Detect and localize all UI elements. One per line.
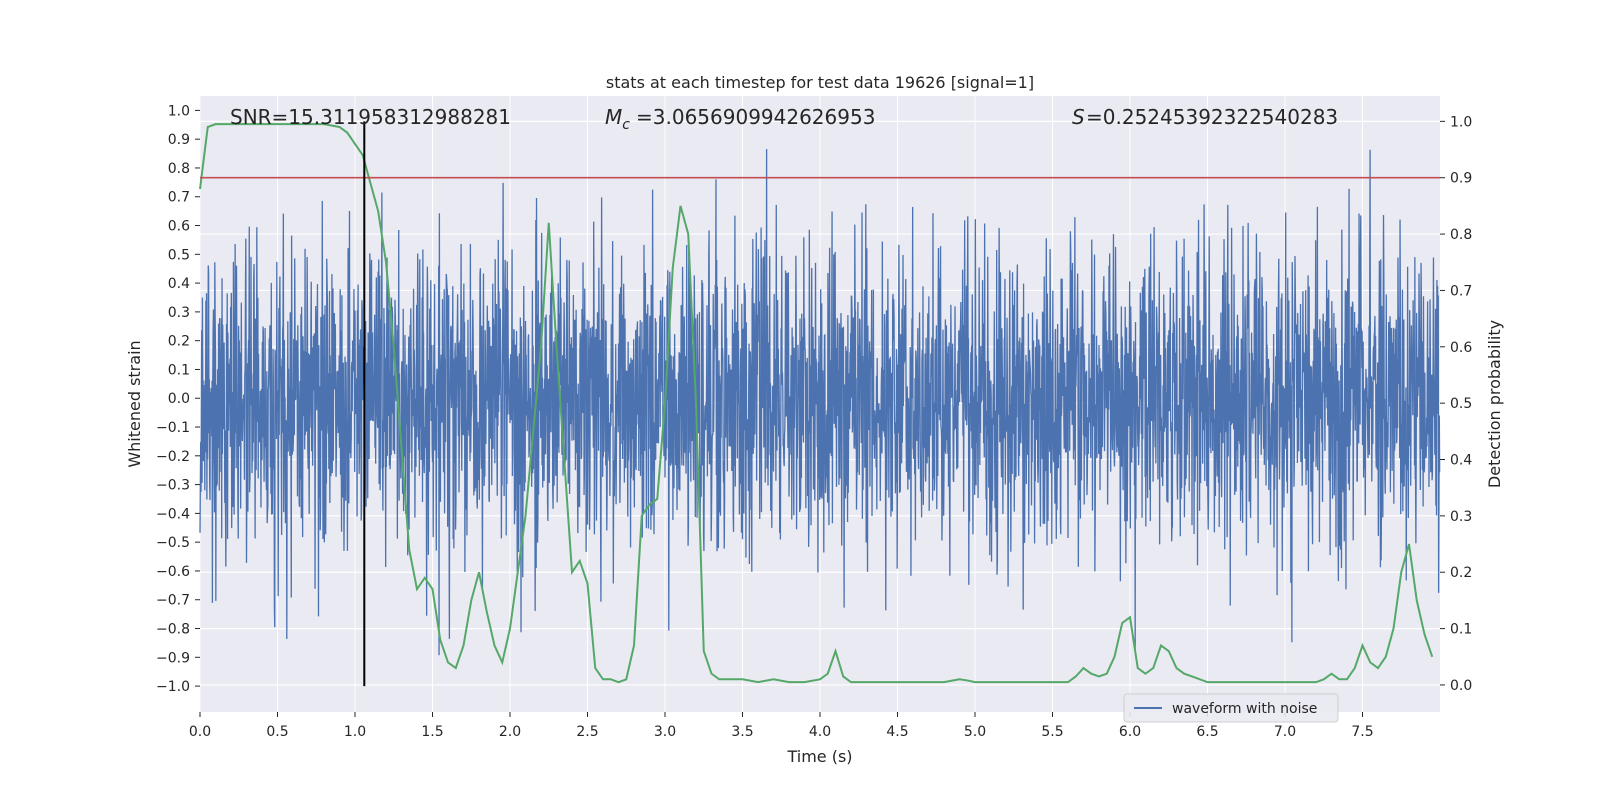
y-left-tick-label-2: 0.8: [168, 161, 190, 177]
x-tick-label-4: 2.0: [499, 724, 521, 740]
y-right-tick-label-0: 1.0: [1450, 114, 1472, 130]
s-symbol: S: [1072, 105, 1085, 129]
y-right-tick-label-5: 0.5: [1450, 396, 1472, 412]
x-tick-label-9: 4.5: [886, 724, 908, 740]
y-right-tick-label-4: 0.6: [1450, 340, 1472, 356]
y-right-tick-label-10: 0.0: [1450, 678, 1472, 694]
y-left-tick-label-15: −0.5: [156, 535, 190, 551]
chart-title: stats at each timestep for test data 196…: [606, 73, 1034, 92]
probability-path: [199, 123, 1434, 684]
x-tick-label-1: 0.5: [266, 724, 288, 740]
snr-annotation: SNR=15.311958312988281: [230, 105, 511, 129]
x-tick-label-10: 5.0: [964, 724, 986, 740]
x-tick-label-8: 4.0: [809, 724, 831, 740]
y-right-tick-label-1: 0.9: [1450, 171, 1472, 187]
y-left-tick-label-9: 0.1: [168, 362, 190, 378]
x-tick-label-2: 1.0: [344, 724, 366, 740]
y-left-tick-label-4: 0.6: [168, 219, 190, 235]
y-left-axis-label: Whitened strain: [125, 340, 144, 467]
y-left-tick-label-20: −1.0: [156, 679, 190, 695]
y-left-tick-label-14: −0.4: [156, 506, 190, 522]
y-left-tick-label-1: 0.9: [168, 132, 190, 148]
x-tick-label-11: 5.5: [1041, 724, 1063, 740]
y-right-tick-label-8: 0.2: [1450, 565, 1472, 581]
legend-label: waveform with noise: [1172, 701, 1317, 717]
y-left-tick-label-17: −0.7: [156, 593, 190, 609]
y-right-tick-label-9: 0.1: [1450, 622, 1472, 638]
y-left-tick-label-8: 0.2: [168, 334, 190, 350]
x-tick-labels: 0.0 0.5 1.0 1.5 2.0 2.5 3.0 3.5 4.0 4.5 5.0 5.5 6.0 6…: [189, 712, 1374, 740]
y-right-tick-label-6: 0.4: [1450, 453, 1472, 469]
y-left-tick-label-0: 1.0: [168, 103, 190, 119]
s-annotation: S =0.25245392322540283: [1072, 105, 1338, 129]
y-right-tick-labels: 1.0 0.9 0.8 0.7 0.6 0.5 0.4 0.3 0.2 0.1 0.0: [1440, 114, 1472, 694]
x-tick-label-7: 3.5: [731, 724, 753, 740]
y-left-tick-label-18: −0.8: [156, 622, 190, 638]
y-left-tick-label-19: −0.9: [156, 650, 190, 666]
y-left-tick-label-16: −0.6: [156, 564, 190, 580]
x-tick-label-0: 0.0: [189, 724, 211, 740]
legend: waveform with noise: [1123, 693, 1339, 723]
y-right-axis-label: Detection probability: [1485, 320, 1504, 488]
strain-waveform: [199, 149, 1441, 656]
x-tick-label-12: 6.0: [1119, 724, 1141, 740]
y-left-tick-label-3: 0.7: [168, 190, 190, 206]
y-left-tick-label-5: 0.5: [168, 247, 190, 263]
y-left-tick-label-11: −0.1: [156, 420, 190, 436]
y-right-tick-label-7: 0.3: [1450, 509, 1472, 525]
y-left-tick-label-13: −0.3: [156, 478, 190, 494]
y-left-tick-label-6: 0.4: [168, 276, 190, 292]
x-tick-label-3: 1.5: [421, 724, 443, 740]
y-right-tick-label-3: 0.7: [1450, 283, 1472, 299]
probability-line: [199, 123, 1434, 684]
x-axis-label: Time (s): [786, 747, 852, 766]
y-right-tick-label-2: 0.8: [1450, 227, 1472, 243]
x-tick-label-6: 3.0: [654, 724, 676, 740]
legend-box: [1123, 693, 1339, 723]
mc-value: =3.0656909942626953: [636, 105, 875, 129]
x-tick-label-5: 2.5: [576, 724, 598, 740]
mc-annotation: Mc =3.0656909942626953: [605, 105, 875, 133]
strain-path: [199, 149, 1441, 656]
y-left-tick-label-7: 0.3: [168, 305, 190, 321]
x-tick-label-13: 6.5: [1196, 724, 1218, 740]
x-tick-label-14: 7.0: [1274, 724, 1296, 740]
y-left-tick-label-12: −0.2: [156, 449, 190, 465]
y-left-tick-labels: 1.0 0.9 0.8 0.7 0.6 0.5 0.4 0.3 0.2 0.1 0.0 −0.1 −0.…: [156, 103, 200, 695]
y-left-tick-label-10: 0.0: [168, 391, 190, 407]
s-value: =0.25245392322540283: [1086, 105, 1338, 129]
x-tick-label-15: 7.5: [1351, 724, 1373, 740]
